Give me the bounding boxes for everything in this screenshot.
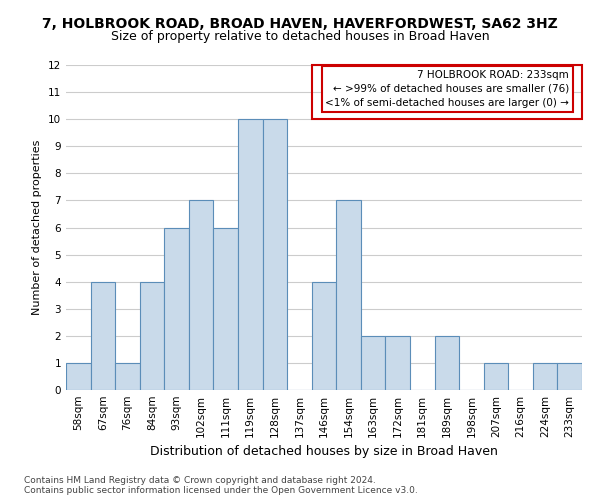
Bar [91,282,115,390]
Bar [66,363,91,390]
Text: 7 HOLBROOK ROAD: 233sqm
← >99% of detached houses are smaller (76)
<1% of semi-d: 7 HOLBROOK ROAD: 233sqm ← >99% of detach… [325,70,569,108]
Bar [214,228,238,390]
Bar [484,363,508,390]
Bar [361,336,385,390]
Bar [533,363,557,390]
Bar [263,119,287,390]
Bar [434,336,459,390]
Bar [312,282,336,390]
Text: 7, HOLBROOK ROAD, BROAD HAVEN, HAVERFORDWEST, SA62 3HZ: 7, HOLBROOK ROAD, BROAD HAVEN, HAVERFORD… [42,18,558,32]
Bar [312,65,582,119]
Bar [115,363,140,390]
Y-axis label: Number of detached properties: Number of detached properties [32,140,43,315]
Bar [238,119,263,390]
Bar [385,336,410,390]
Text: Contains HM Land Registry data © Crown copyright and database right 2024.: Contains HM Land Registry data © Crown c… [24,476,376,485]
Text: Contains public sector information licensed under the Open Government Licence v3: Contains public sector information licen… [24,486,418,495]
Bar [557,363,582,390]
Bar [164,228,189,390]
X-axis label: Distribution of detached houses by size in Broad Haven: Distribution of detached houses by size … [150,446,498,458]
Bar [336,200,361,390]
Text: Size of property relative to detached houses in Broad Haven: Size of property relative to detached ho… [110,30,490,43]
Bar [140,282,164,390]
Bar [189,200,214,390]
